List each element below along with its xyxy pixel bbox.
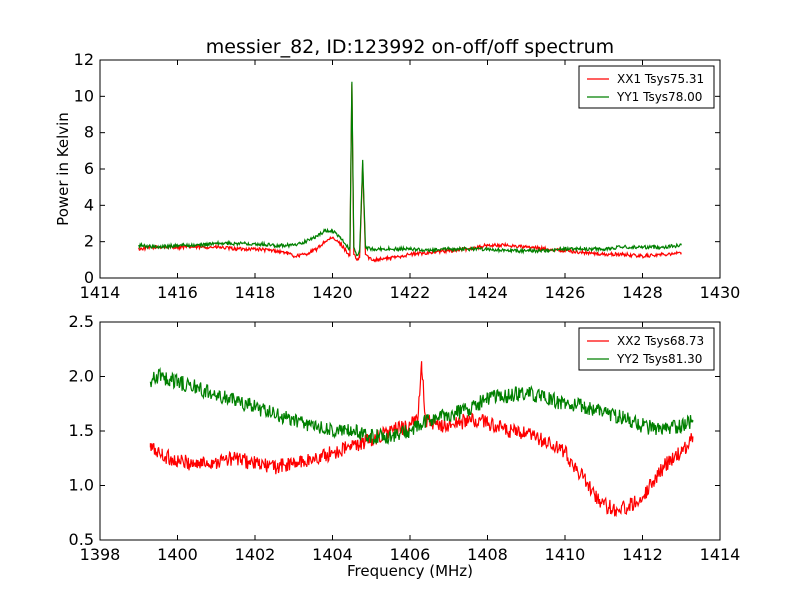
y-tick-label: 0 (84, 268, 94, 287)
legend-box (578, 327, 715, 371)
x-tick-label: 1426 (545, 283, 586, 302)
x-tick-label: 1428 (622, 283, 663, 302)
x-tick-label: 1416 (157, 283, 198, 302)
x-tick-label: 1410 (545, 545, 586, 564)
y-tick-label: 1.0 (69, 476, 94, 495)
x-tick-label: 1414 (700, 545, 741, 564)
x-tick-label: 1402 (235, 545, 276, 564)
top-panel: 1414 1416 1418 1420 1422 1424 1426 1428 1430 0 2 4 6… (54, 50, 740, 302)
y-tick-label: 2.0 (69, 367, 94, 386)
y-tick-label: 12 (74, 50, 94, 69)
chart-title: messier_82, ID:123992 on-off/off spectru… (206, 36, 614, 58)
series-line-2 (149, 367, 694, 445)
x-tick-label: 1414 (80, 283, 121, 302)
y-tick-label: 1.5 (69, 421, 94, 440)
y-tick-label: 4 (84, 195, 94, 214)
legend-box (578, 65, 715, 109)
x-tick-label: 1398 (80, 545, 121, 564)
x-tick-label: 1430 (700, 283, 741, 302)
legend: XX2 Tsys68.73 YY2 Tsys81.30 (578, 327, 715, 371)
x-axis-label: Frequency (MHz) (347, 562, 473, 580)
y-tick-label: 2.5 (69, 312, 94, 331)
y-tick-label: 2 (84, 232, 94, 251)
x-tick-label: 1400 (157, 545, 198, 564)
x-tick-label: 1408 (467, 545, 508, 564)
x-tick-label: 1422 (390, 283, 431, 302)
legend: XX1 Tsys75.31 YY1 Tsys78.00 (578, 65, 715, 109)
x-tick-label: 1406 (390, 545, 431, 564)
x-tick-label: 1424 (467, 283, 508, 302)
x-tick-label: 1420 (312, 283, 353, 302)
y-axis-label: Power in Kelvin (54, 112, 72, 226)
legend-entry: YY2 Tsys81.30 (616, 352, 702, 366)
y-tick-label: 6 (84, 159, 94, 178)
y-tick-label: 10 (74, 86, 94, 105)
legend-entry: XX1 Tsys75.31 (617, 72, 704, 86)
x-tick-label: 1404 (312, 545, 353, 564)
y-tick-label: 8 (84, 123, 94, 142)
bottom-panel: 1398 1400 1402 1404 1406 1408 1410 1412 1414 0.5 1… (69, 312, 741, 580)
x-tick-label: 1418 (235, 283, 276, 302)
series-line-1 (149, 361, 694, 518)
series-line-2 (138, 81, 682, 257)
legend-entry: YY1 Tsys78.00 (616, 90, 702, 104)
x-tick-label: 1412 (622, 545, 663, 564)
series-line-1 (138, 83, 682, 263)
legend-entry: XX2 Tsys68.73 (617, 334, 704, 348)
y-tick-label: 0.5 (69, 530, 94, 549)
